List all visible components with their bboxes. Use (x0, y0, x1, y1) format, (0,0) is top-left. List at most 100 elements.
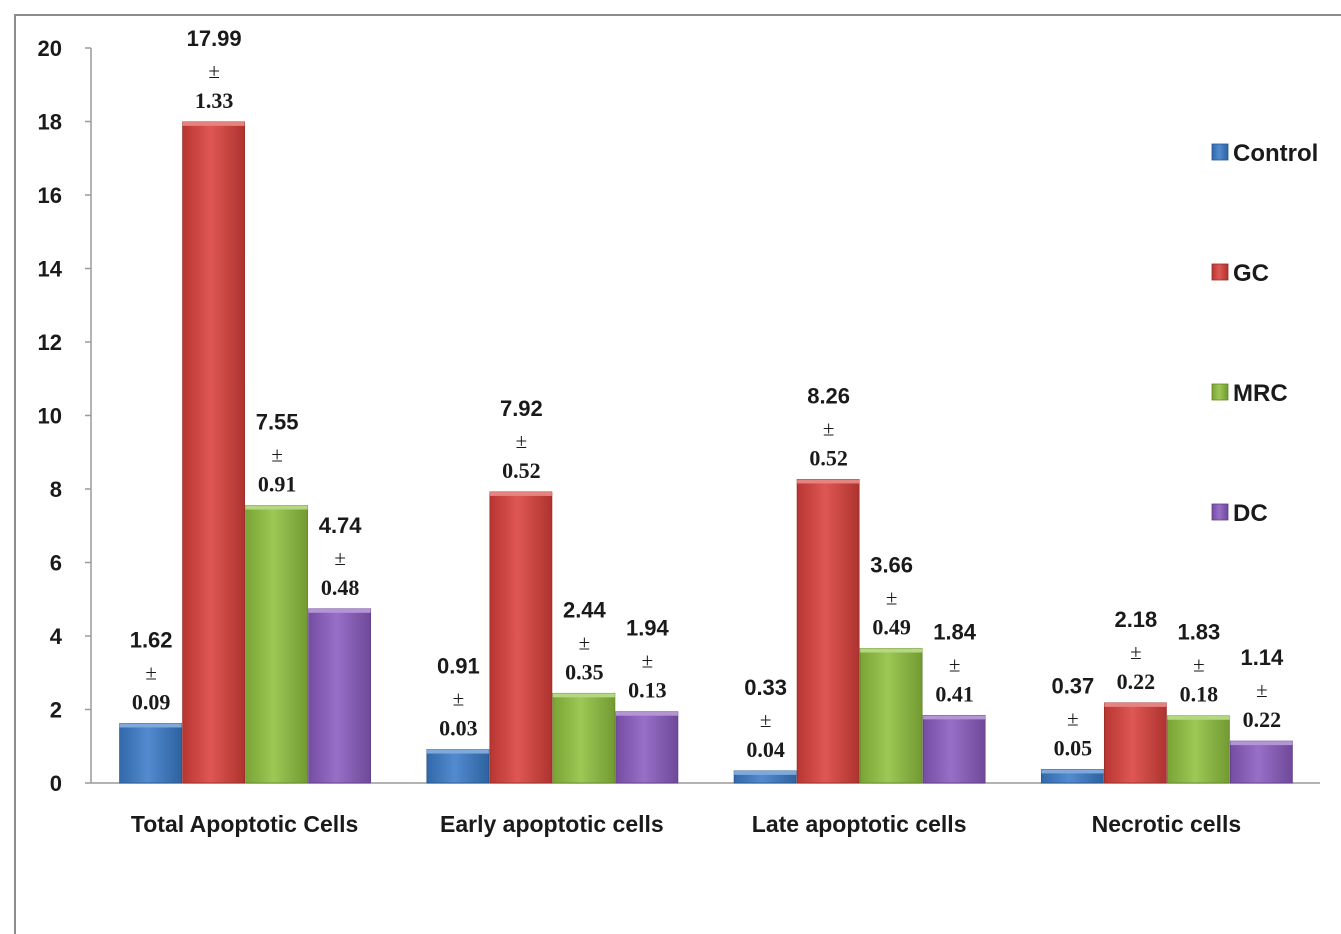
plus-minus-label: ± (823, 416, 835, 440)
plus-minus-label: ± (516, 429, 528, 453)
bar-mrc-total-apoptotic-cells (245, 505, 309, 784)
x-category-label-late-apoptotic-cells: Late apoptotic cells (752, 811, 967, 837)
x-category-label-total-apoptotic-cells: Total Apoptotic Cells (131, 811, 358, 837)
legend-swatch-gc (1211, 263, 1229, 281)
bar-top-highlight (308, 608, 371, 613)
y-tick-label: 10 (38, 404, 62, 429)
sd-label-dc-early-apoptotic-cells: 0.13 (628, 678, 667, 703)
plus-minus-label: ± (1193, 653, 1205, 677)
sd-label-gc-total-apoptotic-cells: 1.33 (195, 88, 234, 113)
mean-label-gc-necrotic-cells: 2.18 (1114, 607, 1157, 632)
plus-minus-label: ± (760, 708, 772, 732)
legend-label-gc: GC (1233, 260, 1269, 287)
bar-dc-necrotic-cells (1229, 740, 1293, 784)
mean-label-gc-total-apoptotic-cells: 17.99 (187, 26, 242, 51)
bar-top-highlight (860, 648, 923, 653)
sd-label-gc-early-apoptotic-cells: 0.52 (502, 458, 541, 483)
mean-label-gc-late-apoptotic-cells: 8.26 (807, 383, 850, 408)
y-tick-label: 6 (50, 551, 62, 576)
plus-minus-label: ± (579, 630, 591, 654)
chart-frame (14, 14, 1341, 934)
legend: Control GC MRC DC (1211, 140, 1318, 527)
bar-top-highlight (1230, 741, 1293, 746)
y-tick-label: 8 (50, 477, 62, 502)
mean-label-mrc-early-apoptotic-cells: 2.44 (563, 597, 607, 622)
plus-minus-label: ± (208, 59, 220, 83)
bar-mrc-late-apoptotic-cells (859, 648, 923, 784)
mean-label-gc-early-apoptotic-cells: 7.92 (500, 396, 543, 421)
sd-label-mrc-late-apoptotic-cells: 0.49 (872, 614, 911, 639)
bar-gc-early-apoptotic-cells (489, 491, 553, 784)
legend-swatch-mrc (1211, 383, 1229, 401)
bar-top-highlight (489, 491, 552, 496)
bar-control-total-apoptotic-cells (119, 723, 183, 784)
mean-label-control-total-apoptotic-cells: 1.62 (130, 627, 173, 652)
y-tick-label: 4 (50, 624, 63, 649)
sd-label-dc-necrotic-cells: 0.22 (1243, 707, 1282, 732)
sd-label-mrc-early-apoptotic-cells: 0.35 (565, 659, 604, 684)
bar-top-highlight (182, 121, 245, 126)
bar-top-highlight (245, 505, 308, 510)
data-labels: 0.09 ±1.62 1.33 ±17.99 0.91 ±7.55 0.48 ±4.74 0.0… (130, 26, 1284, 762)
bar-top-highlight (1104, 702, 1167, 707)
mean-label-dc-early-apoptotic-cells: 1.94 (626, 616, 670, 641)
sd-label-control-total-apoptotic-cells: 0.09 (132, 689, 171, 714)
y-tick-label: 12 (38, 330, 62, 355)
x-category-label-necrotic-cells: Necrotic cells (1092, 811, 1242, 837)
mean-label-control-early-apoptotic-cells: 0.91 (437, 654, 480, 679)
y-tick-label: 18 (38, 110, 62, 135)
legend-label-dc: DC (1233, 500, 1268, 527)
plus-minus-label: ± (1130, 640, 1142, 664)
bar-top-highlight (552, 693, 615, 698)
mean-label-mrc-necrotic-cells: 1.83 (1177, 620, 1220, 645)
axes: 0 2 4 6 8 10 12 14 16 18 20 Total Apoptotic Cells Ea… (38, 36, 1320, 837)
mean-label-control-necrotic-cells: 0.37 (1051, 673, 1094, 698)
sd-label-control-early-apoptotic-cells: 0.03 (439, 716, 478, 741)
sd-label-mrc-total-apoptotic-cells: 0.91 (258, 472, 297, 497)
bar-gc-total-apoptotic-cells (182, 121, 246, 784)
plus-minus-label: ± (1256, 678, 1268, 702)
y-tick-label: 16 (38, 183, 62, 208)
mean-label-dc-late-apoptotic-cells: 1.84 (933, 619, 977, 644)
plus-minus-label: ± (1067, 706, 1079, 730)
mean-label-mrc-total-apoptotic-cells: 7.55 (256, 410, 299, 435)
legend-label-control: Control (1233, 140, 1318, 167)
sd-label-control-necrotic-cells: 0.05 (1054, 735, 1093, 760)
mean-label-dc-total-apoptotic-cells: 4.74 (319, 513, 363, 538)
plus-minus-label: ± (453, 687, 465, 711)
bar-top-highlight (615, 711, 678, 716)
mean-label-control-late-apoptotic-cells: 0.33 (744, 675, 787, 700)
sd-label-gc-late-apoptotic-cells: 0.52 (809, 445, 848, 470)
legend-swatch-control (1211, 143, 1229, 161)
sd-label-mrc-necrotic-cells: 0.18 (1180, 682, 1219, 707)
sd-label-gc-necrotic-cells: 0.22 (1117, 669, 1156, 694)
plus-minus-label: ± (145, 660, 157, 684)
bar-top-highlight (1041, 769, 1104, 774)
plus-minus-label: ± (642, 649, 654, 673)
bar-dc-early-apoptotic-cells (615, 711, 679, 784)
bar-top-highlight (734, 770, 797, 775)
bar-dc-total-apoptotic-cells (308, 608, 372, 784)
y-tick-label: 20 (38, 36, 62, 61)
mean-label-mrc-late-apoptotic-cells: 3.66 (870, 552, 913, 577)
y-tick-label: 2 (50, 698, 62, 723)
bar-gc-late-apoptotic-cells (796, 479, 860, 784)
plus-minus-label: ± (886, 585, 898, 609)
plus-minus-label: ± (271, 443, 283, 467)
x-category-label-early-apoptotic-cells: Early apoptotic cells (440, 811, 664, 837)
bar-gc-necrotic-cells (1103, 702, 1167, 784)
bars (119, 121, 1293, 784)
legend-swatch-dc (1211, 503, 1229, 521)
sd-label-control-late-apoptotic-cells: 0.04 (746, 737, 785, 762)
bar-top-highlight (797, 479, 860, 484)
bar-top-highlight (426, 749, 489, 754)
bar-mrc-early-apoptotic-cells (552, 692, 616, 784)
mean-label-dc-necrotic-cells: 1.14 (1240, 645, 1284, 670)
bar-top-highlight (119, 723, 182, 728)
bar-top-highlight (1167, 715, 1230, 720)
bar-dc-late-apoptotic-cells (922, 714, 986, 784)
bar-mrc-necrotic-cells (1166, 715, 1230, 784)
bar-control-early-apoptotic-cells (426, 749, 490, 784)
sd-label-dc-late-apoptotic-cells: 0.41 (935, 681, 974, 706)
